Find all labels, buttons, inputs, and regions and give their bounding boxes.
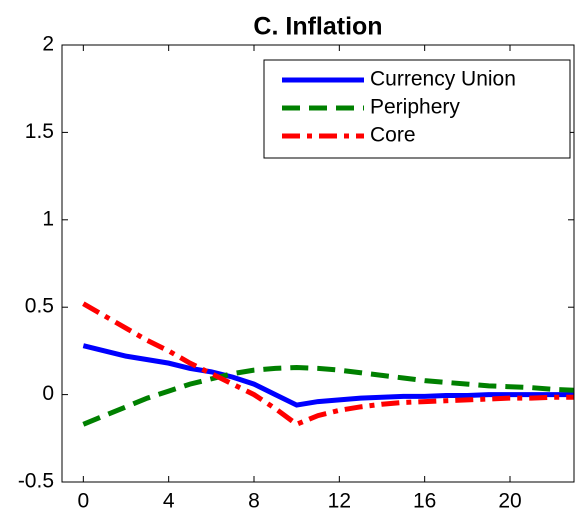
x-tick-label: 8 xyxy=(248,490,260,513)
y-tick-label: 1 xyxy=(42,207,54,230)
x-tick-label: 0 xyxy=(77,490,89,513)
y-tick-label: 0.5 xyxy=(25,295,54,318)
y-tick-label: 0 xyxy=(42,382,54,405)
x-tick-label: 20 xyxy=(498,490,521,513)
legend-label: Periphery xyxy=(370,96,460,119)
x-tick-label: 4 xyxy=(163,490,175,513)
y-tick-label: 2 xyxy=(42,33,54,56)
chart-title: C. Inflation xyxy=(253,13,382,41)
series-line xyxy=(82,343,574,408)
legend-label: Currency Union xyxy=(370,68,516,91)
x-tick-label: 12 xyxy=(328,490,351,513)
legend-label: Core xyxy=(370,124,416,147)
axes-box xyxy=(61,44,575,483)
y-tick-label: -0.5 xyxy=(18,470,54,493)
series-line xyxy=(82,365,575,427)
y-tick-label: 1.5 xyxy=(25,120,54,143)
x-tick-label: 16 xyxy=(413,490,436,513)
